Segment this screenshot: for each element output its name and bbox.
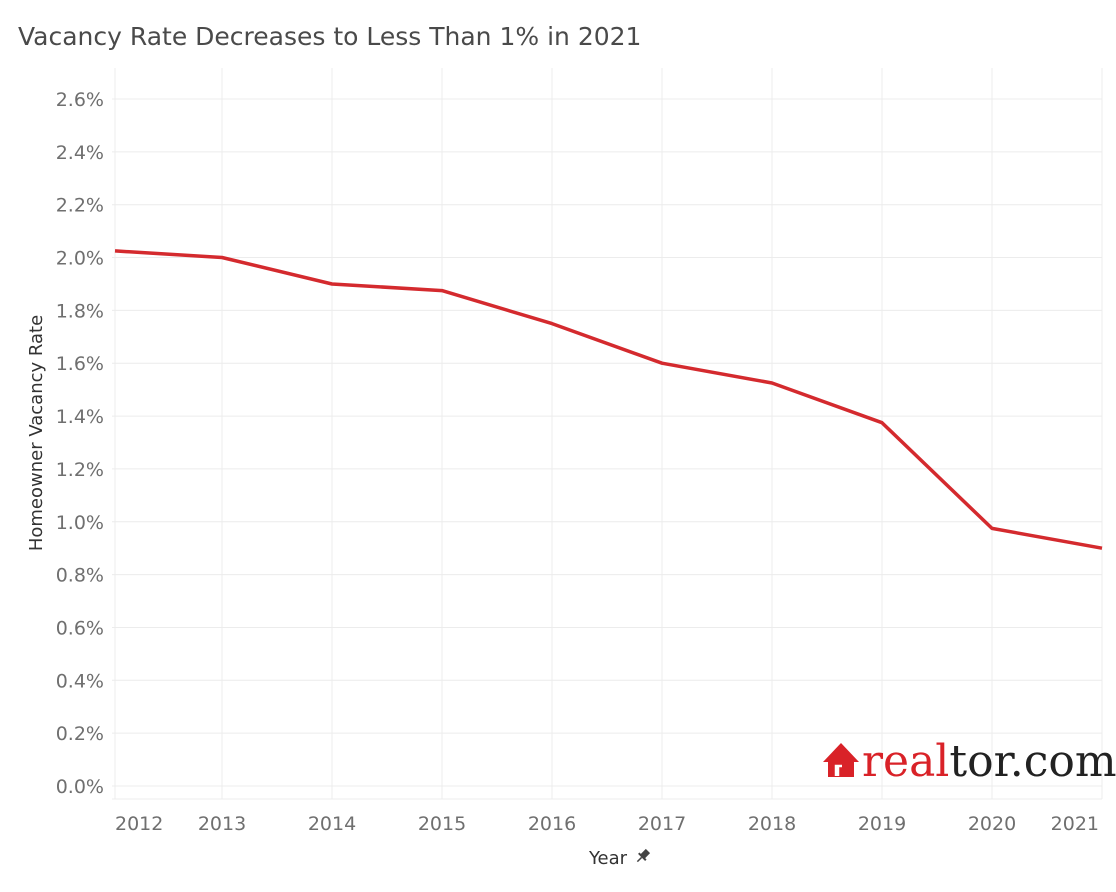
y-tick-label: 0.8% bbox=[56, 565, 104, 587]
y-tick-label: 1.4% bbox=[56, 406, 104, 428]
y-tick-label: 0.4% bbox=[56, 670, 104, 692]
data-point[interactable] bbox=[546, 318, 558, 330]
data-point[interactable] bbox=[1096, 542, 1108, 554]
x-tick-label: 2016 bbox=[528, 813, 576, 835]
pin-icon[interactable] bbox=[634, 848, 652, 866]
y-tick-label: 1.0% bbox=[56, 512, 104, 534]
y-tick-label: 2.6% bbox=[56, 89, 104, 111]
data-point[interactable] bbox=[109, 245, 121, 257]
data-point[interactable] bbox=[656, 357, 668, 369]
data-point[interactable] bbox=[766, 377, 778, 389]
realtor-logo: realtor.com bbox=[823, 736, 1116, 787]
y-axis-title: Homeowner Vacancy Rate bbox=[26, 315, 47, 551]
gridlines bbox=[112, 68, 1103, 800]
x-axis-title[interactable]: Year bbox=[588, 848, 628, 869]
x-tick-label: 2017 bbox=[638, 813, 686, 835]
data-point[interactable] bbox=[436, 285, 448, 297]
data-point[interactable] bbox=[986, 522, 998, 534]
house-icon bbox=[823, 743, 859, 777]
x-tick-label: 2020 bbox=[968, 813, 1016, 835]
chart-title: Vacancy Rate Decreases to Less Than 1% i… bbox=[18, 22, 642, 51]
x-axis-ticks: 2012 2013 2014 2015 2016 2017 2018 2019 2020 2021 bbox=[115, 813, 1099, 835]
y-tick-label: 0.6% bbox=[56, 617, 104, 639]
logo-text-tor: tor.com bbox=[949, 736, 1116, 787]
data-point[interactable] bbox=[326, 278, 338, 290]
y-tick-label: 1.8% bbox=[56, 300, 104, 322]
y-tick-label: 0.0% bbox=[56, 776, 104, 798]
x-tick-label: 2021 bbox=[1051, 813, 1099, 835]
x-tick-label: 2019 bbox=[858, 813, 906, 835]
svg-text:realtor.com: realtor.com bbox=[862, 736, 1116, 787]
y-tick-label: 1.6% bbox=[56, 353, 104, 375]
x-tick-label: 2014 bbox=[308, 813, 356, 835]
y-axis-ticks: 0.0% 0.2% 0.4% 0.6% 0.8% 1.0% 1.2% 1.4% 1.6% 1.8%… bbox=[56, 89, 104, 798]
x-tick-label: 2018 bbox=[748, 813, 796, 835]
logo-text-real: real bbox=[862, 736, 949, 787]
y-tick-label: 2.0% bbox=[56, 248, 104, 270]
series-line[interactable] bbox=[114, 249, 1103, 550]
x-tick-label: 2015 bbox=[418, 813, 466, 835]
y-tick-label: 0.2% bbox=[56, 723, 104, 745]
x-axis-title-group: Year bbox=[588, 848, 652, 869]
data-point[interactable] bbox=[876, 417, 888, 429]
series-line-group bbox=[109, 245, 1108, 554]
x-tick-label: 2012 bbox=[115, 813, 163, 835]
y-tick-label: 2.4% bbox=[56, 142, 104, 164]
y-tick-label: 1.2% bbox=[56, 459, 104, 481]
y-tick-label: 2.2% bbox=[56, 195, 104, 217]
data-point[interactable] bbox=[216, 252, 228, 264]
x-tick-label: 2013 bbox=[198, 813, 246, 835]
